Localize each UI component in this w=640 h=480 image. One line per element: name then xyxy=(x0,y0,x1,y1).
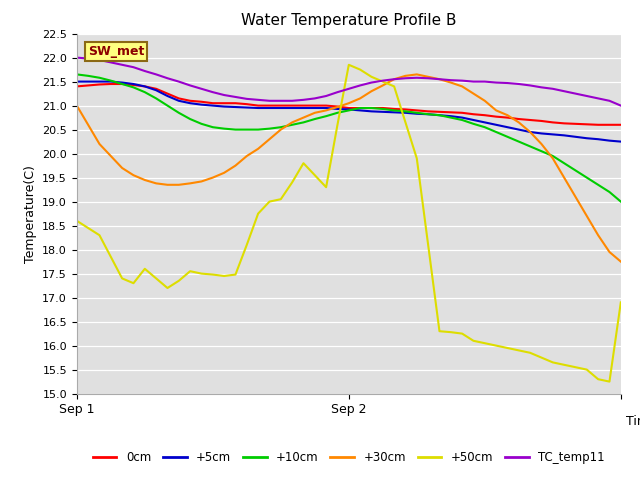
Legend: 0cm, +5cm, +10cm, +30cm, +50cm, TC_temp11: 0cm, +5cm, +10cm, +30cm, +50cm, TC_temp1… xyxy=(88,446,609,469)
Text: Time: Time xyxy=(626,415,640,428)
Title: Water Temperature Profile B: Water Temperature Profile B xyxy=(241,13,456,28)
Text: SW_met: SW_met xyxy=(88,45,144,58)
Y-axis label: Temperature(C): Temperature(C) xyxy=(24,165,36,263)
